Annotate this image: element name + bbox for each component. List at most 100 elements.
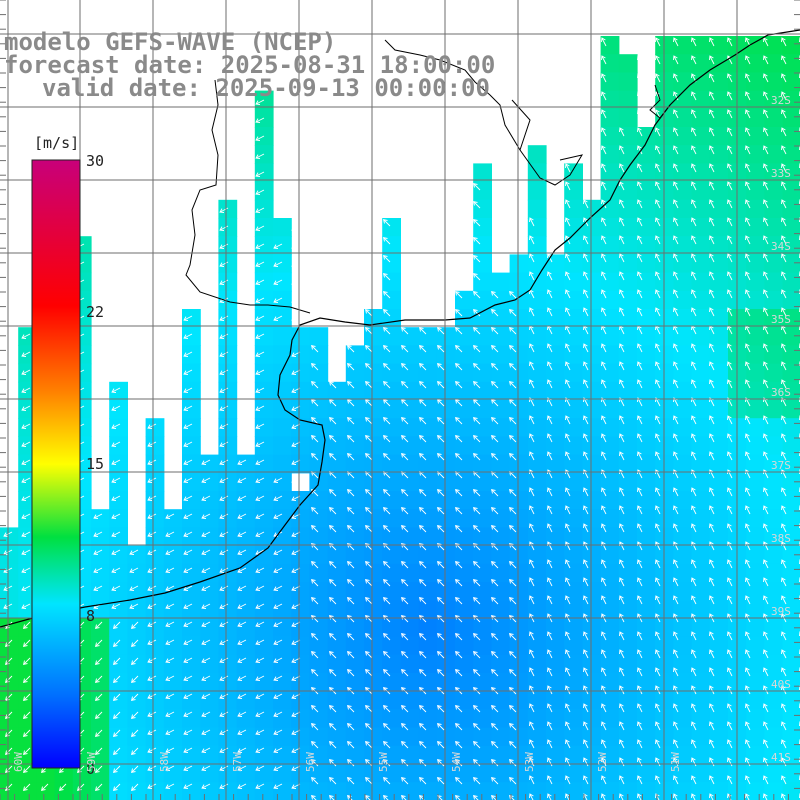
wind-cell bbox=[218, 436, 238, 456]
wind-arrow bbox=[237, 585, 247, 591]
wind-arrow bbox=[673, 307, 679, 317]
wind-arrow bbox=[691, 55, 697, 65]
wind-cell bbox=[254, 618, 274, 638]
wind-arrow bbox=[454, 362, 463, 371]
wind-arrow bbox=[219, 693, 229, 699]
wind-cell bbox=[455, 491, 474, 510]
wind-arrow bbox=[147, 657, 157, 663]
wind-arrow bbox=[745, 451, 751, 461]
lon-label: 58W bbox=[158, 752, 171, 772]
wind-cell bbox=[345, 472, 365, 492]
wind-arrow bbox=[328, 722, 337, 731]
wind-arrow bbox=[165, 747, 175, 753]
wind-cell bbox=[91, 691, 110, 710]
wind-arrow bbox=[183, 639, 193, 645]
wind-arrow bbox=[418, 326, 427, 335]
wind-arrow bbox=[472, 236, 481, 245]
wind-cell bbox=[509, 527, 529, 547]
wind-cell bbox=[691, 545, 711, 565]
wind-cell bbox=[582, 563, 602, 583]
wind-cell bbox=[564, 582, 583, 601]
wind-arrow bbox=[637, 289, 643, 299]
wind-cell bbox=[109, 691, 128, 710]
wind-cell bbox=[418, 381, 438, 401]
wind-arrow bbox=[763, 631, 769, 641]
wind-cell bbox=[400, 527, 420, 547]
wind-arrow bbox=[655, 649, 661, 659]
wind-cell bbox=[473, 527, 492, 547]
wind-cell bbox=[327, 436, 347, 456]
wind-cell bbox=[673, 236, 693, 255]
wind-cell bbox=[764, 727, 784, 747]
wind-cell bbox=[491, 454, 511, 474]
wind-cell bbox=[691, 727, 711, 747]
wind-cell bbox=[436, 745, 456, 765]
wind-arrow bbox=[436, 452, 445, 461]
wind-arrow bbox=[655, 559, 661, 569]
wind-cell bbox=[345, 509, 365, 528]
wind-cell bbox=[218, 199, 238, 219]
wind-cell bbox=[327, 381, 347, 401]
wind-cell bbox=[309, 381, 329, 401]
wind-cell bbox=[582, 600, 602, 619]
wind-arrow bbox=[418, 722, 427, 731]
wind-cell bbox=[691, 345, 711, 365]
wind-cell bbox=[637, 309, 656, 328]
wind-cell bbox=[109, 563, 128, 583]
wind-cell bbox=[436, 454, 456, 474]
wind-cell bbox=[236, 545, 256, 565]
wind-arrow bbox=[529, 721, 535, 731]
wind-cell bbox=[382, 527, 401, 547]
wind-cell bbox=[436, 709, 456, 729]
wind-arrow bbox=[130, 783, 139, 792]
wind-cell bbox=[527, 199, 547, 219]
wind-arrow bbox=[655, 289, 661, 299]
wind-arrow bbox=[273, 297, 283, 303]
wind-cell bbox=[491, 673, 511, 692]
wind-cell bbox=[254, 163, 274, 183]
wind-arrow bbox=[111, 387, 121, 393]
wind-cell bbox=[364, 345, 383, 365]
wind-arrow bbox=[111, 405, 121, 411]
wind-cell bbox=[36, 764, 56, 783]
wind-arrow bbox=[237, 531, 247, 537]
wind-arrow bbox=[745, 145, 751, 155]
wind-cell bbox=[527, 400, 547, 419]
wind-arrow bbox=[328, 668, 337, 677]
wind-arrow bbox=[781, 505, 787, 515]
wind-cell bbox=[782, 454, 800, 474]
wind-cell bbox=[764, 54, 784, 73]
wind-cell bbox=[200, 654, 219, 674]
wind-arrow bbox=[637, 559, 643, 569]
wind-cell bbox=[109, 782, 128, 800]
wind-cell bbox=[673, 90, 693, 110]
wind-cell bbox=[382, 327, 401, 346]
wind-cell bbox=[436, 509, 456, 528]
wind-cell bbox=[764, 72, 784, 92]
wind-cell bbox=[527, 363, 547, 383]
wind-arrow bbox=[745, 667, 751, 677]
wind-arrow bbox=[655, 163, 661, 173]
wind-arrow bbox=[454, 758, 463, 767]
wind-arrow bbox=[418, 596, 427, 605]
wind-cell bbox=[564, 618, 583, 638]
wind-arrow bbox=[601, 199, 607, 209]
wind-arrow bbox=[418, 344, 427, 353]
wind-arrow bbox=[418, 776, 427, 785]
wind-arrow bbox=[781, 559, 787, 569]
wind-cell bbox=[618, 582, 638, 601]
wind-cell bbox=[400, 727, 420, 747]
wind-cell bbox=[418, 454, 438, 474]
wind-cell bbox=[782, 527, 800, 547]
colorbar bbox=[31, 159, 81, 769]
wind-arrow bbox=[273, 243, 283, 249]
wind-arrow bbox=[727, 127, 733, 137]
wind-arrow bbox=[310, 416, 319, 425]
wind-arrow bbox=[655, 667, 661, 677]
wind-arrow bbox=[147, 747, 157, 753]
wind-cell bbox=[709, 509, 729, 528]
wind-arrow bbox=[583, 649, 589, 659]
wind-arrow bbox=[691, 685, 697, 695]
wind-cell bbox=[600, 381, 620, 401]
wind-arrow bbox=[637, 793, 642, 800]
